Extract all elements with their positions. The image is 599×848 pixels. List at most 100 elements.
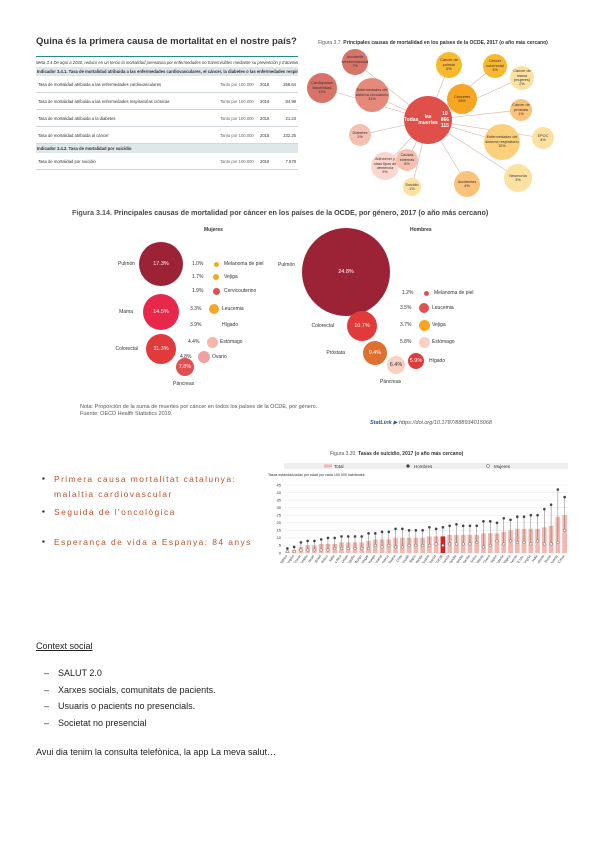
marker-hombres [549,503,553,506]
marker-hombres [286,547,289,550]
y-tick-label: 25 [277,513,282,518]
x-tick-label: Hungría [521,554,531,563]
table-cell-year: 2018 [260,158,270,164]
marker-mujeres [502,542,506,546]
small-pct: 5.8% [400,339,412,345]
marker-hombres [292,545,296,549]
fig37-bubble: Suicidio 1% [403,178,421,196]
small-pct: 3.3% [190,306,202,312]
marker-hombres [326,536,330,540]
x-tick-label: Israel [307,554,315,563]
doi-link[interactable]: https://doi.org/10.1787/888934015068 [399,420,492,426]
table-row: Tasa de mortalidad por suicidio Tanto por… [36,153,298,170]
x-tick-label: Turquía [285,554,295,563]
x-tick-label: Irlanda [414,554,423,563]
table-cell-value: 7.578 [285,158,296,164]
small-bubble-label: Estómago [220,339,243,345]
table-row: Tasa de mortalidad atribuida a las enfer… [36,76,298,93]
legend-label: Total [334,464,344,469]
marker-hombres [299,541,303,544]
marker-mujeres [367,546,371,550]
x-tick-label: Alemania [371,554,382,563]
fig37-bubble: Cáncer de mama (mujeres) 2% [510,66,534,90]
marker-hombres [387,530,391,534]
marker-hombres [543,507,546,511]
marker-mujeres [563,528,567,532]
bar-total [562,515,567,553]
marker-mujeres [360,546,364,550]
small-bubble-label: Hígado [222,322,239,328]
table-cell-value: 232.25 [283,132,296,138]
x-tick-label: Islandia [454,554,464,563]
y-tick-label: 40 [277,490,282,495]
x-tick-label: Austria [421,554,430,563]
marker-hombres [522,515,526,519]
marker-hombres [536,513,539,517]
small-bubble-label: Leucemia [222,306,244,312]
fig314-note: Nota: Proporción de la suma de muertes p… [80,404,318,410]
x-tick-label: Italia [328,554,335,562]
men-prostate-label: Próstata [326,350,345,356]
table-cell-unit: Tanto por 100.000 [220,115,254,121]
marker-mujeres [522,540,526,544]
marker-hombres [340,535,343,538]
women-breast-bubble: 14.5% [143,294,179,330]
marker-hombres [394,527,397,531]
marker-hombres [461,524,465,528]
x-tick-label: Sudáfrica [277,554,289,563]
bar-total [474,534,480,553]
bar-total [494,533,500,553]
marker-mujeres [542,542,546,546]
table-cell-value: 258.64 [283,81,296,87]
table-indicator-2: Indicador 3.4.2. Tasa de mortalidad por … [36,144,298,153]
table-cell-unit: Tanto por 100.000 [220,158,254,164]
x-tick-label: Francia [441,554,451,563]
men-prostate-bubble: 9.4% [363,341,387,365]
legend-marker [486,464,490,468]
men-colorectal-bubble: 10.7% [347,311,377,341]
women-lung-bubble: 17.3% [139,242,183,286]
marker-mujeres [414,543,418,547]
x-tick-label: Canadá [400,554,410,563]
marker-mujeres [556,540,560,544]
context-item-3: Usuaris o pacients no presencials. [44,701,195,711]
x-tick-label: Japón [489,554,498,563]
fig320-chart: Total Hombres Mujeres Tasas estandarizadas … [266,463,572,582]
marker-mujeres [394,545,398,549]
marker-mujeres [475,540,479,544]
table-cell-label: Tasa de mortalidad atribuida a la diabet… [38,115,116,121]
x-tick-label: OCDE36 [433,554,444,563]
men-pancreas-bubble: 6.4% [387,356,405,374]
table-cell-label: Tasa de mortalidad por suicidio [38,158,96,164]
x-tick-label: Estonia [495,554,505,563]
context-item-2: Xarxes socials, comunitats de pacients. [44,685,216,695]
y-tick-label: 35 [277,497,282,502]
fig37-center-bubble: Todas las muertes 10 866 115 [404,96,452,144]
fig37-bubble: Alzheimer y otras tipos de demencia 9% [371,152,399,180]
small-pct: 3.5% [400,305,412,311]
fig37-bubble: Enfermedades del sistema respiratorio 10% [484,124,520,160]
fig314-source: Fuente: OECD Health Statistics 2019. [80,411,173,417]
marker-hombres [414,529,418,532]
statlink-icon: ▶ [393,420,398,426]
marker-mujeres [285,549,289,553]
small-bubble-label: Ovario [212,354,227,360]
marker-mujeres [549,542,553,546]
small-pct: 3.9% [190,322,202,328]
marker-mujeres [407,543,411,547]
small-pct: 4.8% [180,354,192,360]
small-bubble [419,303,429,313]
men-colorectal-label: Colorectal [311,323,334,329]
marker-hombres [475,524,479,528]
y-tick-label: 20 [277,520,282,525]
x-tick-label: España [346,554,356,563]
marker-mujeres [427,543,431,547]
small-bubble [212,287,220,295]
marker-mujeres [299,548,303,552]
y-tick-label: 0 [279,550,282,555]
bullet-1: Primera causa mortalitat catalunya: [42,474,236,484]
fig37-bubble: Cáncer de próstata 1% [510,99,532,121]
table-cell-year: 2018 [260,81,270,87]
small-bubble [418,336,430,348]
women-title: Mujeres [204,227,223,233]
